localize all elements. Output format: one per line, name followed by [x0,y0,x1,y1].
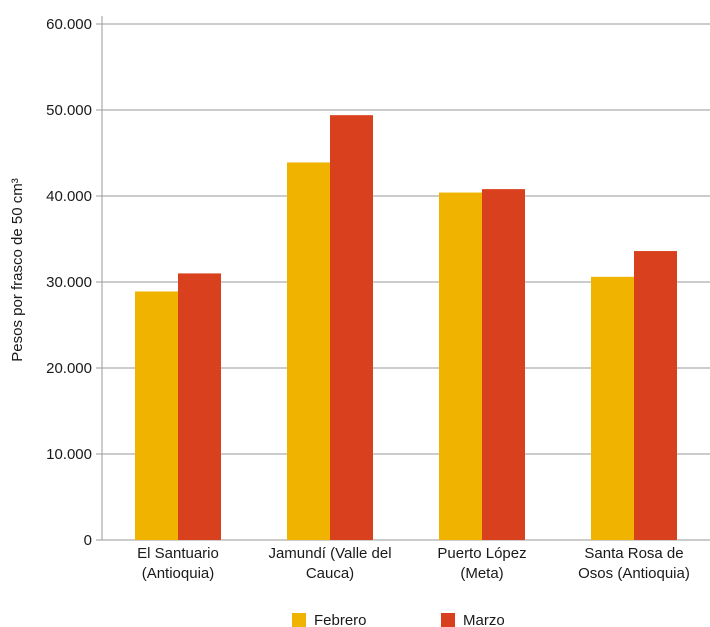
x-category-label: (Meta) [460,565,503,582]
legend-swatch-marzo [441,613,455,627]
x-category-label: Santa Rosa de [584,545,683,562]
y-axis-label: Pesos por frasco de 50 cm³ [9,178,26,361]
bar-febrero-2 [439,192,482,540]
legend-swatch-febrero [292,613,306,627]
x-category-label: Jamundí (Valle del [268,545,391,562]
bar-febrero-3 [591,276,634,540]
legend-label-febrero: Febrero [314,612,367,627]
bar-marzo-0 [178,273,221,540]
bar-febrero-1 [287,162,330,540]
y-tick-label: 30.000 [46,274,92,291]
y-tick-label: 20.000 [46,360,92,377]
bar-marzo-1 [330,115,373,540]
bar-marzo-2 [482,189,525,540]
x-category-label: (Antioquia) [142,565,215,582]
legend: Febrero Marzo [292,612,505,627]
y-tick-labels: 0 10.000 20.000 30.000 40.000 50.000 60.000 [46,16,92,549]
bar-febrero-0 [135,291,178,540]
bar-marzo-3 [634,251,677,541]
x-category-label: El Santuario [137,545,219,562]
y-tick-label: 50.000 [46,102,92,119]
x-category-label: Osos (Antioquia) [578,565,690,582]
y-tick-label: 40.000 [46,188,92,205]
y-tick-label: 0 [84,532,92,549]
bars [135,115,677,541]
y-tick-label: 60.000 [46,16,92,33]
legend-label-marzo: Marzo [463,612,505,627]
x-category-labels: El Santuario (Antioquia) Jamundí (Valle de… [137,545,690,582]
y-tick-label: 10.000 [46,446,92,463]
x-category-label: Puerto López [437,545,526,562]
x-category-label: Cauca) [306,565,354,582]
